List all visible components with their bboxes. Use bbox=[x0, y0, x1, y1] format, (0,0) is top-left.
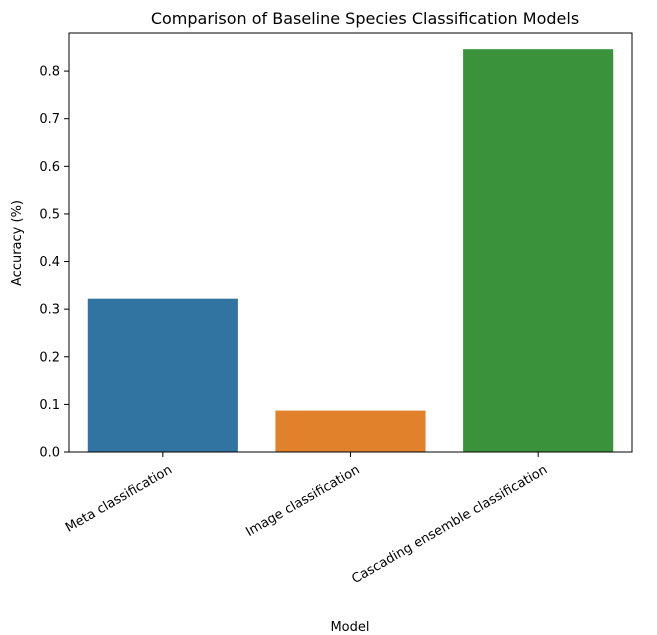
x-tick-label: Meta classification bbox=[63, 462, 175, 535]
x-tick-label: Image classification bbox=[243, 462, 362, 539]
chart-title: Comparison of Baseline Species Classific… bbox=[151, 9, 579, 28]
y-axis: 0.0 0.1 0.2 0.3 0.4 0.5 0.6 0.7 0.8 bbox=[39, 65, 69, 461]
y-tick-label: 0.3 bbox=[39, 303, 60, 318]
y-axis-label: Accuracy (%) bbox=[10, 200, 25, 286]
y-tick-label: 0.6 bbox=[39, 160, 60, 175]
y-tick-label: 0.5 bbox=[39, 207, 60, 222]
y-tick-label: 0.2 bbox=[39, 350, 60, 365]
bars-group bbox=[87, 49, 614, 453]
bar-meta-classification bbox=[87, 298, 238, 452]
x-tick-label: Cascading ensemble classification bbox=[349, 462, 550, 587]
x-axis-label: Model bbox=[330, 620, 369, 635]
bar-cascading-ensemble-classification bbox=[463, 49, 614, 453]
x-axis: Meta classification Image classificationC… bbox=[63, 452, 550, 587]
bar-image-classification bbox=[275, 410, 426, 452]
y-tick-label: 0.1 bbox=[39, 398, 60, 413]
y-tick-label: 0.7 bbox=[39, 112, 60, 127]
y-tick-label: 0.8 bbox=[39, 65, 60, 80]
y-tick-label: 0.4 bbox=[39, 255, 60, 270]
y-tick-label: 0.0 bbox=[39, 446, 60, 461]
